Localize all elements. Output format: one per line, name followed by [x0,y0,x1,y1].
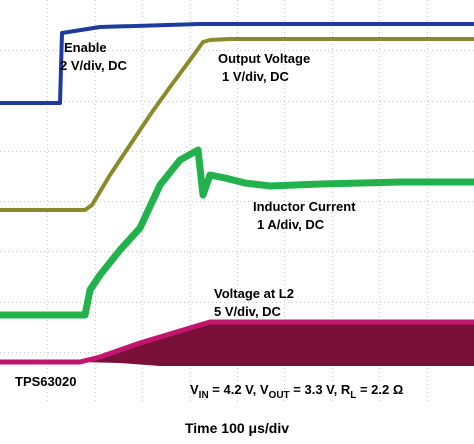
trace-inductor-current [0,146,474,319]
x-axis-label: Time 100 μs/div [184,420,290,436]
trace-enable [0,22,474,105]
trace-output-voltage [0,37,474,212]
voltage-l2-label: Voltage at L2 [214,286,294,301]
output-voltage-label: Output Voltage [218,51,310,66]
trace-voltage-at-l2 [0,319,474,365]
voltage-l2-envelope [0,322,474,366]
inductor-current-label: Inductor Current [253,199,356,214]
enable-label: Enable [64,40,107,55]
test-conditions-label: VIN = 4.2 V, VOUT = 3.3 V, RL = 2.2 Ω [190,382,403,401]
part-number-label: TPS63020 [15,374,76,389]
voltage-l2-scale: 5 V/div, DC [214,304,282,319]
inductor-current-scale: 1 A/div, DC [257,217,325,232]
enable-scale: 2 V/div, DC [60,58,128,73]
output-voltage-scale: 1 V/div, DC [222,69,290,84]
plot-traces [0,22,474,366]
